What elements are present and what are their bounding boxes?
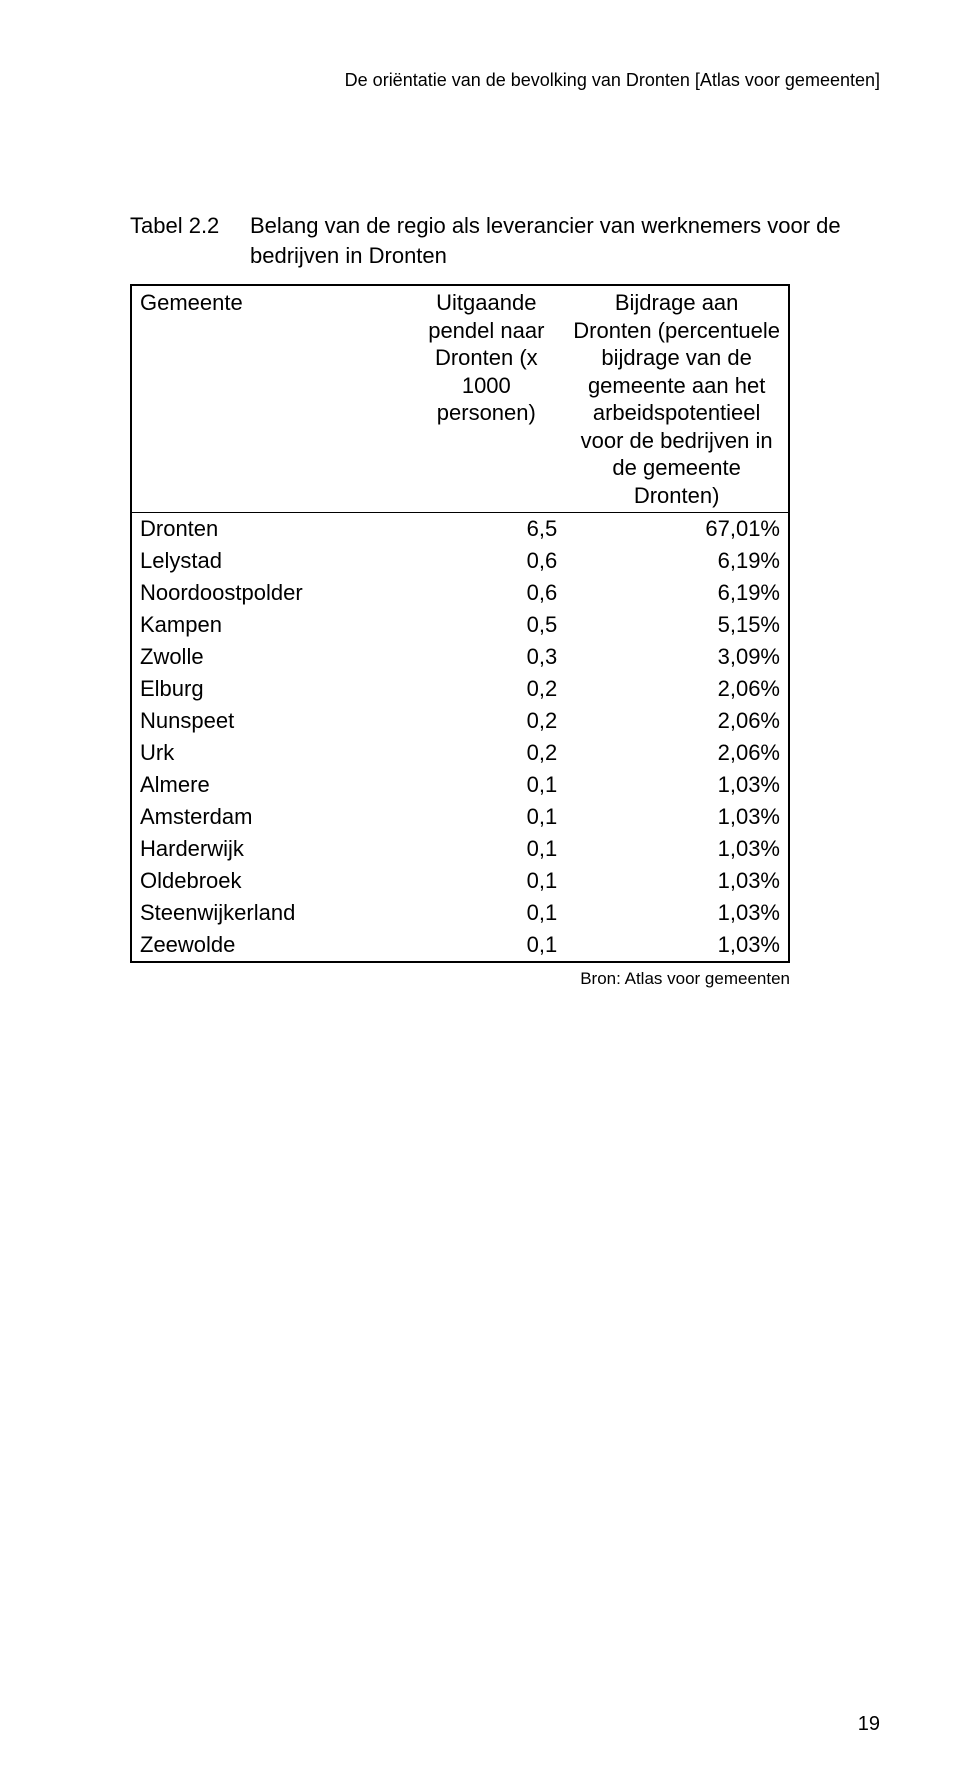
cell-pendel: 0,1 [407,801,565,833]
table-body: Dronten6,567,01%Lelystad0,66,19%Noordoos… [131,513,789,963]
cell-pendel: 0,1 [407,769,565,801]
cell-pendel: 0,1 [407,865,565,897]
table-header-row: Gemeente Uitgaande pendel naar Dronten (… [131,285,789,513]
cell-gemeente: Steenwijkerland [131,897,407,929]
cell-pendel: 0,6 [407,577,565,609]
cell-pendel: 0,2 [407,737,565,769]
data-table: Gemeente Uitgaande pendel naar Dronten (… [130,284,790,963]
cell-bijdrage: 1,03% [565,865,789,897]
running-header: De oriëntatie van de bevolking van Dront… [130,70,880,91]
table-row: Urk0,22,06% [131,737,789,769]
cell-bijdrage: 2,06% [565,673,789,705]
cell-pendel: 0,3 [407,641,565,673]
col-header-bijdrage: Bijdrage aan Dronten (percentuele bijdra… [565,285,789,513]
table-caption-text: Belang van de regio als leverancier van … [250,211,880,270]
cell-pendel: 0,1 [407,833,565,865]
document-page: De oriëntatie van de bevolking van Dront… [0,0,960,1786]
cell-gemeente: Oldebroek [131,865,407,897]
table-row: Harderwijk0,11,03% [131,833,789,865]
cell-gemeente: Almere [131,769,407,801]
cell-bijdrage: 2,06% [565,705,789,737]
table-row: Dronten6,567,01% [131,513,789,546]
cell-gemeente: Nunspeet [131,705,407,737]
cell-gemeente: Zwolle [131,641,407,673]
cell-gemeente: Kampen [131,609,407,641]
table-row: Noordoostpolder0,66,19% [131,577,789,609]
cell-pendel: 0,6 [407,545,565,577]
cell-bijdrage: 1,03% [565,769,789,801]
cell-pendel: 0,1 [407,897,565,929]
cell-bijdrage: 1,03% [565,801,789,833]
cell-bijdrage: 1,03% [565,897,789,929]
table-row: Almere0,11,03% [131,769,789,801]
col-header-pendel: Uitgaande pendel naar Dronten (x 1000 pe… [407,285,565,513]
table-row: Elburg0,22,06% [131,673,789,705]
cell-gemeente: Lelystad [131,545,407,577]
table-source: Bron: Atlas voor gemeenten [130,969,790,989]
cell-pendel: 0,2 [407,673,565,705]
cell-bijdrage: 1,03% [565,929,789,962]
cell-bijdrage: 3,09% [565,641,789,673]
cell-pendel: 0,2 [407,705,565,737]
table-row: Kampen0,55,15% [131,609,789,641]
col-header-gemeente: Gemeente [131,285,407,513]
cell-pendel: 0,5 [407,609,565,641]
table-row: Lelystad0,66,19% [131,545,789,577]
cell-gemeente: Urk [131,737,407,769]
cell-bijdrage: 6,19% [565,545,789,577]
table-row: Oldebroek0,11,03% [131,865,789,897]
cell-gemeente: Elburg [131,673,407,705]
table-row: Zeewolde0,11,03% [131,929,789,962]
cell-pendel: 0,1 [407,929,565,962]
table-row: Nunspeet0,22,06% [131,705,789,737]
page-number: 19 [858,1713,880,1736]
cell-bijdrage: 67,01% [565,513,789,546]
cell-gemeente: Amsterdam [131,801,407,833]
cell-bijdrage: 5,15% [565,609,789,641]
table-row: Steenwijkerland0,11,03% [131,897,789,929]
cell-bijdrage: 1,03% [565,833,789,865]
table-caption-label: Tabel 2.2 [130,211,250,270]
table-caption: Tabel 2.2 Belang van de regio als levera… [130,211,880,270]
cell-gemeente: Harderwijk [131,833,407,865]
cell-pendel: 6,5 [407,513,565,546]
table-row: Amsterdam0,11,03% [131,801,789,833]
cell-gemeente: Dronten [131,513,407,546]
cell-bijdrage: 2,06% [565,737,789,769]
table-row: Zwolle0,33,09% [131,641,789,673]
cell-gemeente: Noordoostpolder [131,577,407,609]
cell-bijdrage: 6,19% [565,577,789,609]
cell-gemeente: Zeewolde [131,929,407,962]
